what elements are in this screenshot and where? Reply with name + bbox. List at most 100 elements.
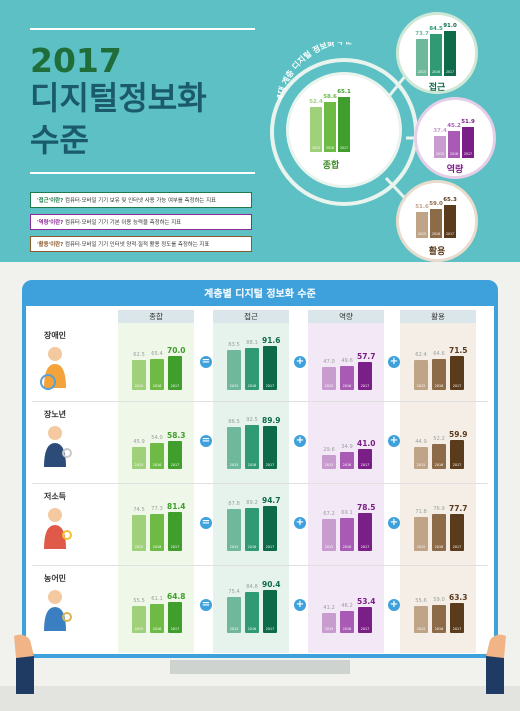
capability-value: 49.6 [341, 358, 353, 365]
access-chart-2: 2015 86.5 2016 92.5 2017 89.9 [223, 407, 283, 469]
usage-label: 활용 [428, 247, 446, 257]
overall-bar: 2017 [168, 511, 182, 551]
overall-value: 55.5 [133, 598, 145, 605]
access-value: 87.8 [228, 500, 240, 507]
plus-icon: + [294, 599, 306, 611]
usage-bar: 2015 [414, 360, 428, 390]
capability-year-label: 2017 [463, 151, 473, 156]
access-year-label: 2016 [247, 383, 257, 388]
usage-year-label: 2017 [452, 462, 462, 467]
column-header-overall: 종합 [118, 310, 194, 323]
access-label: 접근 [428, 83, 446, 93]
person-icon-1 [40, 347, 66, 390]
usage-value: 65.3 [443, 197, 457, 204]
title-rule-bottom [30, 172, 255, 174]
overall-year-label: 2015 [134, 544, 144, 549]
capability-year-label: 2016 [342, 383, 352, 388]
capability-bar: 2015 [322, 518, 336, 551]
main-year-label: 2015 [311, 145, 321, 150]
capability-value: 29.6 [323, 446, 335, 453]
access-year-label: 2015 [229, 626, 239, 631]
definition-text: 컴퓨터·모바일 기기 인터넷 양적·질적 활용 정도를 측정하는 지표 [63, 242, 210, 248]
usage-bar: 2015 [416, 212, 428, 238]
overall-value: 65.4 [151, 350, 163, 357]
access-bar: 2017 [263, 425, 277, 469]
access-bar: 2017 [263, 505, 277, 551]
access-value: 91.6 [262, 336, 281, 346]
row-separator [32, 565, 488, 566]
access-year-label: 2015 [229, 383, 239, 388]
capability-year-label: 2015 [435, 151, 445, 156]
access-bar: 2015 [227, 508, 241, 551]
main-value: 65.1 [337, 88, 351, 95]
plus-icon: + [388, 435, 400, 447]
access-value: 89.9 [262, 415, 281, 425]
capability-value: 57.7 [357, 352, 376, 362]
usage-value: 71.5 [449, 345, 468, 355]
access-year-label: 2016 [247, 544, 257, 549]
definition-term: '접근'이란? [37, 198, 64, 204]
overall-bar: 2016 [150, 513, 164, 551]
capability-year-label: 2017 [360, 383, 370, 388]
usage-bar: 2017 [450, 602, 464, 633]
capability-chart-4: 2015 41.2 2016 46.2 2017 53.4 [318, 571, 378, 633]
equals-icon: = [200, 517, 212, 529]
main-value: 58.6 [323, 94, 337, 101]
column-header-access: 접근 [213, 310, 289, 323]
board-stand [170, 660, 350, 674]
usage-year-label: 2016 [434, 544, 444, 549]
access-year-label: 2017 [265, 626, 275, 631]
capability-chart-2: 2015 29.6 2016 34.9 2017 41.0 [318, 407, 378, 469]
usage-year-label: 2017 [452, 626, 462, 631]
plus-icon: + [294, 356, 306, 368]
main-bar: 2016 [324, 102, 336, 152]
overall-value: 64.8 [167, 591, 186, 601]
equals-icon: = [200, 435, 212, 447]
group-label-4: 농어민 [43, 574, 67, 583]
person-icon-3 [44, 508, 72, 549]
definition-2: '역량'이란? 컴퓨터·모바일 기기 기본 이용 능력을 측정하는 지표 [30, 214, 252, 230]
plus-icon: + [294, 517, 306, 529]
usage-year-label: 2016 [431, 232, 441, 236]
capability-year-label: 2015 [324, 383, 334, 388]
access-bar: 2016 [245, 424, 259, 469]
usage-value: 59.0 [429, 200, 443, 207]
capability-year-label: 2017 [360, 462, 370, 467]
usage-bar: 2016 [432, 604, 446, 633]
overall-value: 77.3 [151, 505, 163, 512]
capability-value: 45.2 [447, 122, 461, 129]
capability-bar: 2015 [322, 613, 336, 633]
definition-text: 컴퓨터·모바일 기기 기본 이용 능력을 측정하는 지표 [63, 220, 182, 226]
access-value: 88.1 [246, 339, 258, 346]
usage-year-label: 2016 [434, 462, 444, 467]
usage-year-label: 2017 [452, 383, 462, 388]
group-label-3: 저소득 [43, 492, 67, 501]
access-value: 75.4 [228, 588, 240, 595]
capability-bar: 2017 [358, 362, 372, 390]
access-value: 86.5 [228, 419, 240, 426]
overall-year-label: 2015 [134, 462, 144, 467]
row-separator [32, 401, 488, 402]
overall-value: 81.4 [167, 501, 186, 511]
title-year: 2017 [30, 41, 122, 80]
usage-value: 62.4 [415, 352, 427, 359]
usage-value: 77.7 [449, 503, 468, 513]
capability-year-label: 2015 [324, 626, 334, 631]
capability-year-label: 2015 [324, 462, 334, 467]
capability-year-label: 2016 [449, 151, 459, 156]
usage-year-label: 2015 [416, 626, 426, 631]
access-chart-3: 2015 87.8 2016 89.2 2017 94.7 [223, 489, 283, 551]
access-value: 83.5 [228, 341, 240, 348]
usage-bar: 2017 [450, 440, 464, 469]
overall-year-label: 2015 [134, 384, 144, 388]
overall-value: 74.5 [133, 507, 145, 514]
access-bar: 2016 [245, 592, 259, 633]
person-icon-2 [44, 426, 72, 467]
capability-year-label: 2015 [324, 544, 334, 549]
usage-value: 71.8 [415, 508, 427, 515]
capability-value: 46.2 [341, 602, 353, 609]
usage-year-label: 2016 [434, 383, 444, 388]
usage-bar: 2016 [432, 514, 446, 551]
main-label: 종합 [322, 161, 340, 171]
plus-icon: + [388, 517, 400, 529]
